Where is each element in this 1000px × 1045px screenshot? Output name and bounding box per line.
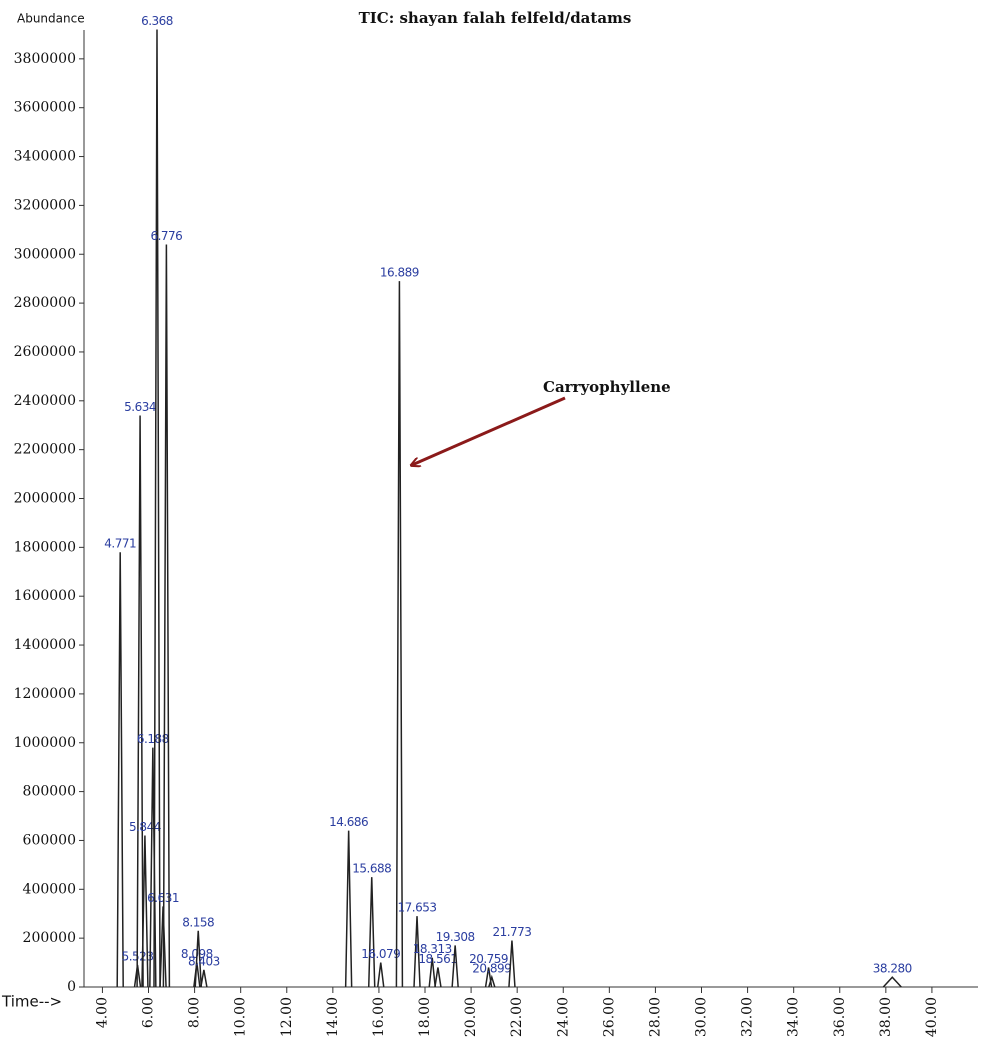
peak-label: 21.773 — [492, 925, 531, 939]
peak — [367, 877, 376, 988]
peak-label: 6.188 — [137, 732, 169, 746]
y-tick-label: 3200000 — [14, 197, 76, 213]
x-tick-label: 18.00 — [417, 997, 433, 1037]
y-tick-label: 3800000 — [14, 51, 76, 67]
peak — [194, 930, 202, 988]
peak-label: 6.776 — [150, 229, 182, 243]
peak-label: 19.308 — [436, 930, 475, 944]
x-tick-label: 36.00 — [832, 997, 848, 1037]
x-axis-label: Time--> — [1, 993, 62, 1011]
peak — [141, 835, 149, 988]
x-tick-label: 38.00 — [878, 997, 894, 1037]
x-tick-label: 20.00 — [463, 997, 479, 1037]
y-tick-label: 600000 — [23, 832, 76, 848]
peak — [162, 244, 171, 988]
y-tick-label: 3000000 — [14, 246, 76, 262]
y-tick-label: 400000 — [23, 881, 76, 897]
y-tick-label: 800000 — [23, 784, 76, 800]
peak — [434, 967, 442, 988]
peak-label: 18.561 — [418, 952, 457, 966]
peak — [413, 916, 421, 988]
peak-label: 15.688 — [352, 862, 391, 876]
peak-label: 8.403 — [188, 954, 220, 968]
annotation: Carryophyllene — [543, 378, 671, 396]
x-tick-label: 30.00 — [694, 997, 710, 1037]
peak — [428, 957, 436, 988]
y-tick-label: 2400000 — [14, 393, 76, 409]
peak-label: 18.313 — [413, 942, 452, 956]
peak-label: 20.899 — [472, 962, 511, 976]
x-tick-label: 24.00 — [555, 997, 571, 1037]
peak — [508, 940, 516, 988]
y-tick-label: 2200000 — [14, 442, 76, 458]
peak-label: 5.844 — [129, 820, 161, 834]
peak-label: 38.280 — [873, 962, 912, 976]
y-tick-label: 1000000 — [14, 735, 76, 751]
y-tick-label: 1800000 — [14, 539, 76, 555]
peak — [377, 962, 385, 988]
x-tick-label: 28.00 — [647, 997, 663, 1037]
y-tick-label: 3600000 — [14, 100, 76, 116]
peak — [451, 945, 459, 988]
y-tick-label: 1200000 — [14, 686, 76, 702]
x-tick-label: 22.00 — [509, 997, 525, 1037]
peak-label: 14.686 — [329, 815, 368, 829]
peak — [882, 976, 902, 988]
peak-label: 17.653 — [398, 901, 437, 915]
y-tick-label: 1400000 — [14, 637, 76, 653]
peak — [488, 974, 496, 988]
x-tick-label: 32.00 — [740, 997, 756, 1037]
y-tick-label: 2000000 — [14, 491, 76, 507]
x-tick-label: 10.00 — [233, 997, 249, 1037]
x-tick-label: 12.00 — [279, 997, 295, 1037]
x-tick-label: 16.00 — [371, 997, 387, 1037]
x-tick-label: 14.00 — [325, 997, 341, 1037]
peak — [136, 415, 144, 988]
x-tick-label: 6.00 — [141, 997, 157, 1028]
y-tick-label: 2600000 — [14, 344, 76, 360]
y-tick-label: 0 — [67, 979, 76, 995]
x-tick-label: 8.00 — [187, 997, 203, 1028]
y-axis-label: Abundance — [17, 12, 85, 26]
peak — [153, 29, 161, 988]
peak-label: 6.368 — [141, 14, 173, 28]
annotation-arrow — [412, 396, 566, 465]
peak — [395, 281, 404, 988]
y-tick-label: 3400000 — [14, 149, 76, 165]
peak-label: 8.158 — [182, 915, 214, 929]
y-tick-label: 1600000 — [14, 588, 76, 604]
x-tick-label: 26.00 — [601, 997, 617, 1037]
peak-label: 16.889 — [380, 266, 419, 280]
peak-label: 20.759 — [469, 952, 508, 966]
y-tick-label: 2800000 — [14, 295, 76, 311]
peak-label: 16.079 — [361, 947, 400, 961]
peak — [116, 552, 124, 988]
y-tick-label: 200000 — [23, 930, 76, 946]
x-tick-label: 4.00 — [94, 997, 110, 1028]
peak-label: 4.771 — [104, 537, 136, 551]
peak — [344, 830, 353, 988]
x-tick-label: 34.00 — [786, 997, 802, 1037]
peak — [200, 969, 208, 988]
peak-label: 5.634 — [124, 400, 156, 414]
chart-title: TIC: shayan falah felfeld/datams — [359, 9, 632, 27]
x-tick-label: 40.00 — [924, 997, 940, 1037]
